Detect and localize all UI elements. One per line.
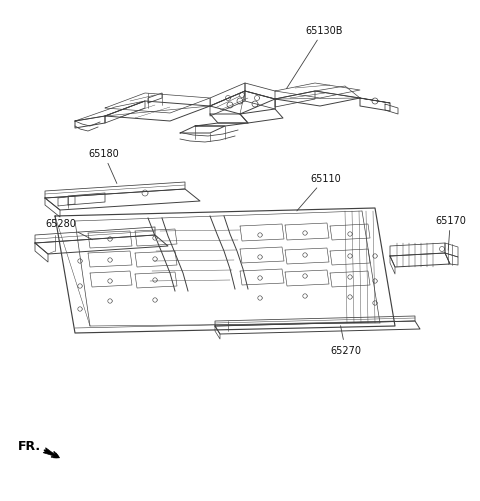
Text: 65180: 65180 xyxy=(88,149,119,184)
Text: 65280: 65280 xyxy=(45,218,93,240)
Text: FR.: FR. xyxy=(18,439,41,452)
Text: 65270: 65270 xyxy=(330,326,361,355)
Text: 65170: 65170 xyxy=(435,215,466,250)
Text: 65110: 65110 xyxy=(297,174,341,211)
Text: 65130B: 65130B xyxy=(287,26,343,90)
